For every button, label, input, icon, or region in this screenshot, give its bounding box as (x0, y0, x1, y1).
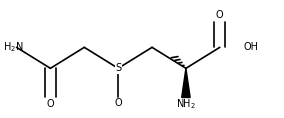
Text: O: O (114, 98, 122, 108)
Text: H$_2$N: H$_2$N (3, 40, 24, 54)
Text: S: S (115, 63, 121, 73)
Polygon shape (182, 68, 190, 97)
Text: NH$_2$: NH$_2$ (176, 97, 196, 111)
Text: O: O (47, 99, 54, 109)
Text: O: O (216, 10, 224, 20)
Text: OH: OH (243, 42, 258, 52)
